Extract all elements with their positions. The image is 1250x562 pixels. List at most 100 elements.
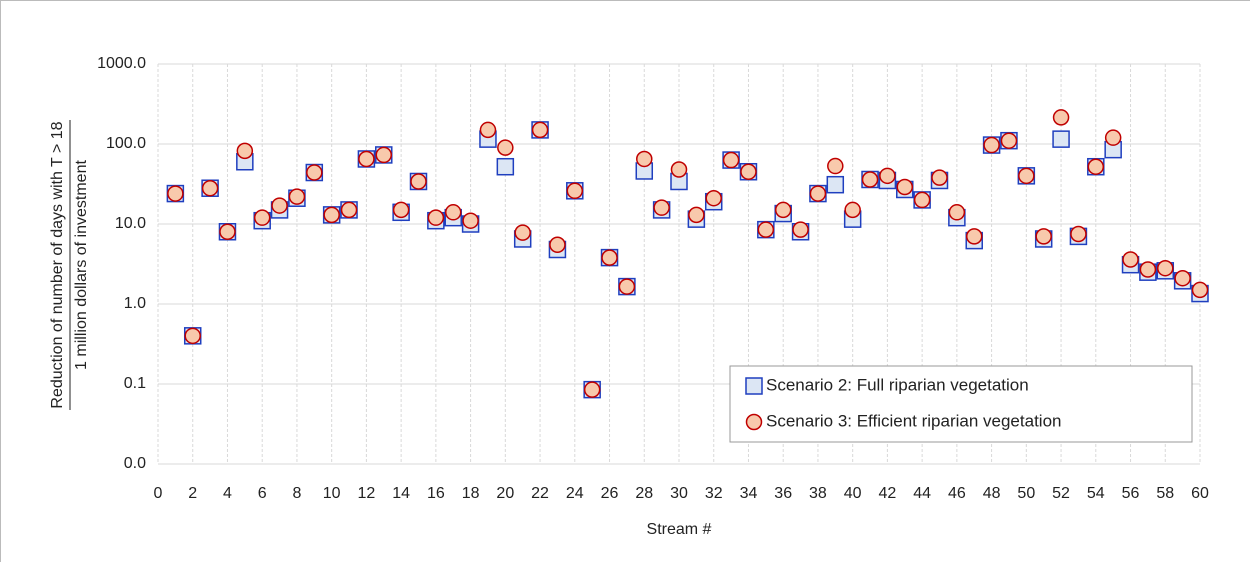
legend-box	[729, 365, 1193, 443]
circle-marker	[1191, 281, 1209, 299]
circle-marker	[583, 381, 601, 398]
circle-marker	[1052, 109, 1070, 126]
x-tick-label: 30	[670, 485, 688, 502]
circle-marker	[1000, 132, 1018, 149]
square-marker	[1052, 130, 1070, 148]
circle-marker	[896, 178, 914, 196]
circle-marker	[219, 223, 236, 241]
y-tick-label: 1.0	[124, 295, 146, 312]
x-tick-label: 42	[879, 485, 897, 502]
y-label-bottom-group: 1 million dollars of investment	[73, 160, 90, 370]
circle-marker	[774, 201, 792, 219]
square-marker	[496, 157, 515, 176]
y-label-top: Reduction of number of days with T > 18	[49, 121, 66, 408]
circle-marker	[410, 173, 427, 190]
circle-marker	[253, 209, 271, 226]
circle-marker	[1174, 269, 1191, 287]
circle-marker	[844, 201, 861, 219]
circle-marker	[479, 121, 497, 139]
circle-marker	[323, 206, 340, 224]
square-marker	[826, 175, 845, 194]
circle-marker	[1122, 251, 1139, 268]
circle-marker	[201, 179, 219, 197]
square-marker	[745, 377, 763, 395]
circle-marker	[566, 182, 584, 200]
x-tick-label: 46	[948, 485, 966, 502]
circle-marker	[745, 413, 763, 431]
x-tick-label: 2	[188, 485, 197, 502]
x-tick-label: 6	[258, 485, 267, 502]
x-tick-label: 60	[1191, 485, 1209, 502]
x-tick-label: 26	[601, 485, 619, 502]
circle-marker	[948, 204, 966, 221]
circle-marker	[167, 185, 184, 202]
circle-marker	[375, 146, 393, 164]
circle-marker	[462, 212, 479, 229]
circle-marker	[1018, 167, 1035, 185]
x-tick-label: 18	[462, 485, 480, 502]
circle-marker	[636, 150, 653, 168]
circle-marker	[670, 161, 688, 178]
circle-marker	[1070, 225, 1087, 243]
circle-marker	[913, 191, 931, 209]
circle-marker	[1035, 228, 1052, 245]
legend-label: Scenario 3: Efficient riparian vegetatio…	[766, 411, 1061, 430]
circle-marker	[653, 199, 670, 216]
circle-marker	[340, 201, 358, 219]
x-tick-label: 12	[358, 485, 376, 502]
x-tick-label: 20	[496, 485, 514, 502]
x-label: Stream #	[647, 521, 712, 538]
circle-marker	[618, 278, 636, 295]
y-tick-label: 0.1	[124, 375, 146, 392]
circle-marker	[306, 164, 323, 181]
x-tick-label: 52	[1052, 485, 1070, 502]
circle-marker	[236, 142, 254, 160]
circle-marker	[444, 204, 462, 221]
x-tick-label: 44	[913, 485, 931, 502]
circle-marker	[531, 121, 549, 139]
x-tick-label: 34	[740, 485, 758, 502]
circle-marker	[514, 224, 531, 241]
circle-marker	[184, 327, 201, 345]
circle-marker	[497, 139, 514, 156]
circle-marker	[983, 136, 1000, 154]
circle-marker	[757, 221, 775, 238]
x-tick-label: 54	[1087, 485, 1105, 502]
y-label-bottom: 1 million dollars of investment	[73, 160, 90, 370]
circle-marker	[705, 189, 722, 207]
x-tick-label: 48	[983, 485, 1001, 502]
x-tick-label: 38	[809, 485, 827, 502]
x-tick-label: 58	[1156, 485, 1174, 502]
x-tick-label: 22	[531, 485, 549, 502]
x-tick-label: 36	[774, 485, 792, 502]
circle-marker	[688, 206, 705, 224]
circle-marker	[1104, 129, 1122, 146]
x-tick-label: 0	[154, 485, 163, 502]
x-tick-label: 28	[635, 485, 653, 502]
x-tick-label: 40	[844, 485, 862, 502]
y-tick-label: 10.0	[115, 215, 146, 232]
circle-marker	[1139, 261, 1157, 278]
circle-marker	[861, 171, 879, 188]
circle-marker	[809, 185, 827, 202]
legend-label: Scenario 2: Full riparian vegetation	[766, 375, 1029, 394]
circle-marker	[427, 209, 445, 226]
x-tick-label: 16	[427, 485, 445, 502]
circle-marker	[358, 150, 375, 168]
circle-marker	[879, 167, 896, 185]
y-tick-label: 0.0	[124, 455, 146, 472]
circle-marker	[965, 228, 983, 245]
x-tick-label: 56	[1122, 485, 1140, 502]
x-tick-label: 8	[292, 485, 301, 502]
x-tick-label: 10	[323, 485, 341, 502]
circle-marker	[931, 169, 948, 186]
y-tick-label: 100.0	[106, 135, 146, 152]
x-tick-label: 4	[223, 485, 232, 502]
circle-marker	[271, 197, 288, 214]
x-tick-label: 32	[705, 485, 723, 502]
circle-marker	[549, 236, 566, 254]
x-tick-label: 24	[566, 485, 584, 502]
y-tick-label: 1000.0	[97, 55, 146, 72]
circle-marker	[740, 163, 757, 180]
